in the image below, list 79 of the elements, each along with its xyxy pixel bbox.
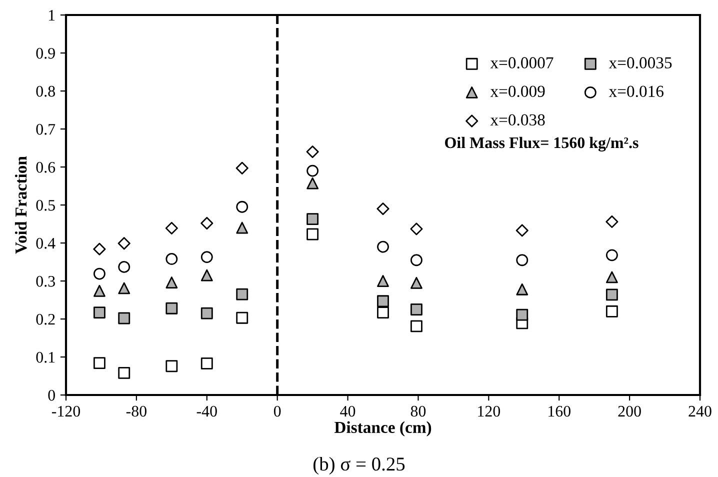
legend-label: x=0.038 (490, 114, 545, 126)
point (377, 306, 389, 319)
point (410, 320, 422, 332)
point (606, 305, 618, 318)
y-tick-label: 0.2 (36, 314, 55, 325)
point (200, 216, 214, 230)
legend-label: x=0.0035 (608, 57, 672, 69)
point (606, 288, 618, 301)
y-tick-label: 0.9 (36, 48, 55, 59)
point (166, 276, 178, 288)
point (606, 249, 618, 262)
point (376, 202, 390, 216)
text: (b) σ = 0.25 (313, 456, 405, 475)
x-tick-label: -40 (196, 406, 217, 417)
point (377, 275, 389, 287)
point (306, 228, 319, 240)
point (516, 308, 528, 321)
y-tick-label: 0.1 (36, 352, 55, 363)
point (306, 177, 319, 190)
point (93, 284, 106, 297)
point (306, 146, 319, 158)
x-tick-label: 240 (688, 406, 712, 417)
point (118, 237, 130, 250)
x-axis-title: Distance (cm) (334, 421, 432, 436)
point (236, 162, 248, 174)
y-tick-label: 1 (49, 10, 55, 21)
point (516, 283, 528, 296)
point (93, 357, 106, 370)
y-tick-label: 0.8 (36, 86, 55, 97)
x-tick-label: -80 (126, 406, 146, 417)
x-tick-label: 80 (410, 406, 426, 417)
point (118, 312, 130, 324)
x-tick-label: 0 (274, 406, 281, 417)
y-tick-label: 0.4 (36, 238, 56, 249)
point (93, 268, 106, 280)
point (377, 240, 389, 253)
point (165, 222, 178, 234)
x-tick-label: 40 (340, 406, 356, 417)
x-tick-label: 200 (618, 406, 641, 417)
point (166, 302, 178, 314)
point (306, 213, 319, 226)
point (200, 307, 213, 320)
point (93, 306, 106, 319)
point (410, 276, 422, 289)
y-tick-label: 0.5 (36, 200, 55, 211)
point (166, 360, 178, 372)
y-axis-title: Void Fraction (14, 156, 27, 254)
point (410, 254, 422, 266)
point (236, 222, 248, 234)
legend-label: x=0.016 (608, 86, 664, 98)
point (516, 224, 528, 237)
point (516, 254, 528, 266)
y-tick-label: 0.7 (36, 124, 56, 135)
point (200, 251, 213, 264)
legend-label: x=0.0007 (490, 57, 554, 69)
y-tick-label: 0 (48, 390, 55, 401)
point (200, 357, 213, 370)
point (410, 304, 422, 316)
point (236, 288, 248, 300)
point (166, 252, 178, 265)
point (236, 312, 248, 324)
point (306, 164, 319, 177)
point (606, 215, 618, 228)
point (236, 200, 248, 213)
point (410, 222, 423, 236)
point (93, 242, 106, 256)
point (118, 366, 130, 379)
y-tick-label: 0.3 (36, 276, 55, 287)
point (606, 271, 618, 284)
x-tick-label: 120 (478, 406, 500, 417)
x-tick-label: 160 (548, 406, 570, 417)
point (377, 295, 389, 308)
point (200, 269, 213, 282)
point (118, 282, 130, 294)
y-tick-label: 0.6 (36, 162, 56, 173)
annotation: Oil Mass Flux= 1560 kg/m².s (445, 136, 638, 152)
legend-label: x=0.009 (490, 86, 545, 98)
point (118, 260, 130, 273)
x-tick-label: -120 (52, 406, 80, 417)
